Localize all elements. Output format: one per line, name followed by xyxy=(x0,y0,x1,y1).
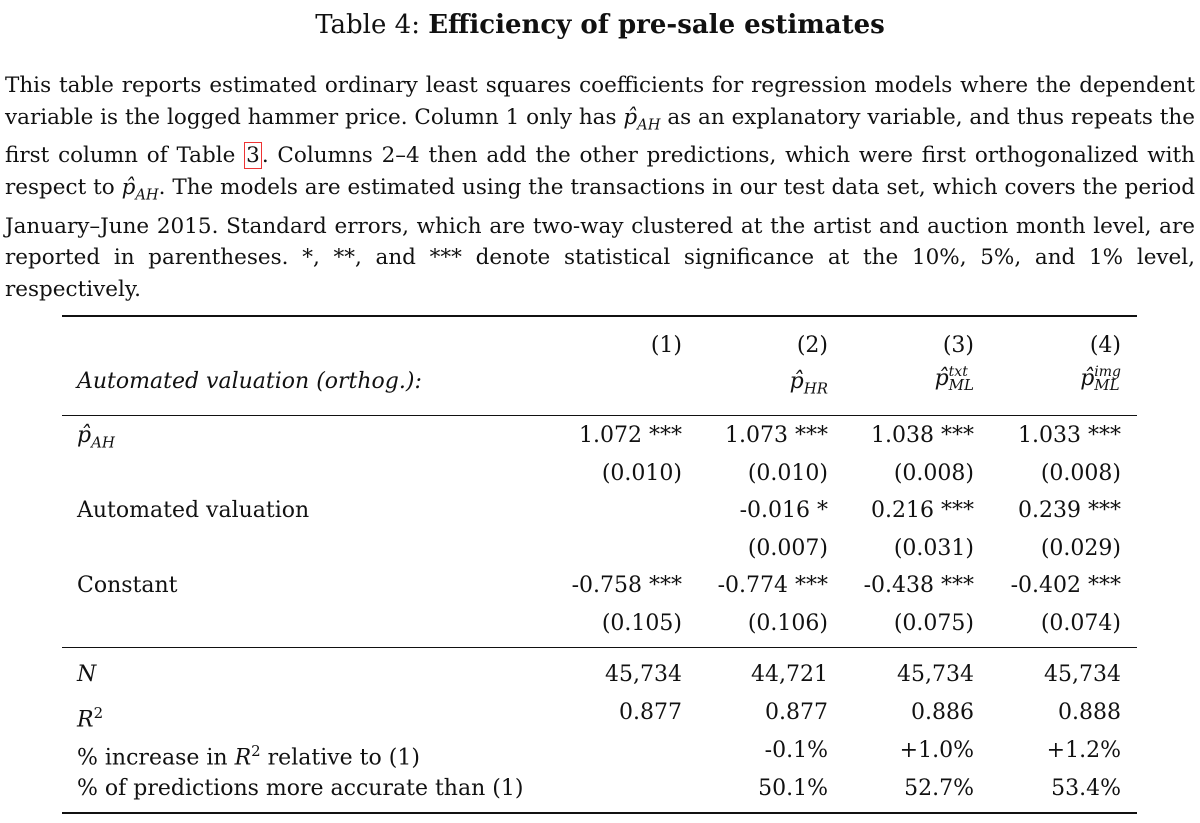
col-var-2-sub: HR xyxy=(803,379,828,398)
col-header-1: (1) xyxy=(650,333,682,358)
desc-part-1: This table reports estimated ordinary le… xyxy=(5,73,1195,130)
stat-r2-base: R xyxy=(77,707,94,733)
coef-const-1: -0.758 *** xyxy=(571,573,682,598)
stat-r2inc-4: +1.2% xyxy=(1046,738,1121,763)
desc-sub-2: AH xyxy=(135,186,159,204)
se-auto-3: (0.031) xyxy=(893,536,974,561)
caption-prefix: Table 4: xyxy=(315,10,420,40)
row-pah-sub: AH xyxy=(91,433,115,452)
coef-pah-2: 1.073 *** xyxy=(725,423,828,448)
row-label-auto: Automated valuation xyxy=(77,498,310,523)
stat-r2-2: 0.877 xyxy=(765,700,828,725)
stat-n-2: 44,721 xyxy=(751,662,828,687)
desc-part-3: . Columns 2–4 then add the other predict… xyxy=(5,143,1195,200)
se-pah-1: (0.010) xyxy=(601,461,682,486)
mid-rule xyxy=(62,647,1137,648)
coef-const-4: -0.402 *** xyxy=(1010,573,1121,598)
se-pah-3: (0.008) xyxy=(893,461,974,486)
desc-var-2: p̂ xyxy=(121,174,136,200)
se-pah-4: (0.008) xyxy=(1040,461,1121,486)
col-header-4: (4) xyxy=(1089,333,1121,358)
stat-n-4: 45,734 xyxy=(1044,662,1121,687)
col-header-3: (3) xyxy=(942,333,974,358)
col-header-2: (2) xyxy=(796,333,828,358)
coef-auto-4: 0.239 *** xyxy=(1018,498,1121,523)
stat-r2-sup: 2 xyxy=(93,704,104,722)
stat-r2inc-2: -0.1% xyxy=(764,738,828,763)
coef-const-2: -0.774 *** xyxy=(717,573,828,598)
col-var-3-sup: txt xyxy=(948,364,968,380)
stat-r2-1: 0.877 xyxy=(619,700,682,725)
top-rule xyxy=(62,315,1137,317)
stat-acc-4: 53.4% xyxy=(1051,776,1121,801)
table-description: This table reports estimated ordinary le… xyxy=(5,70,1195,305)
coef-auto-2: -0.016 * xyxy=(739,498,828,523)
row-label-const: Constant xyxy=(77,573,178,598)
coef-const-3: -0.438 *** xyxy=(863,573,974,598)
stat-n-3: 45,734 xyxy=(897,662,974,687)
header-label: Automated valuation (orthog.): xyxy=(77,369,422,394)
stat-label-r2-increase: % increase in R2 relative to (1) xyxy=(77,738,420,771)
desc-sub-1: AH xyxy=(637,115,661,133)
stat-label-r2: R2 xyxy=(77,700,103,733)
desc-part-2: as an explanatory variable, and thus rep… xyxy=(5,104,1195,169)
col-var-3-sub: ML xyxy=(948,375,974,394)
stat-r2inc-pre: % increase in xyxy=(77,745,235,771)
se-const-2: (0.106) xyxy=(747,611,828,636)
desc-part-4: . The models are estimated using the tra… xyxy=(5,174,1195,302)
coef-auto-3: 0.216 *** xyxy=(871,498,974,523)
se-const-3: (0.075) xyxy=(893,611,974,636)
row-label-pah: p̂AH xyxy=(77,423,115,455)
stat-n-1: 45,734 xyxy=(605,662,682,687)
coef-pah-3: 1.038 *** xyxy=(871,423,974,448)
row-pah-base: p̂ xyxy=(77,423,92,448)
col-var-4-sup: img xyxy=(1094,364,1121,380)
stat-acc-3: 52.7% xyxy=(904,776,974,801)
coef-pah-4: 1.033 *** xyxy=(1018,423,1121,448)
se-auto-4: (0.029) xyxy=(1040,536,1121,561)
stat-label-n: N xyxy=(77,662,97,687)
se-pah-2: (0.010) xyxy=(747,461,828,486)
col-var-3-base: p̂ xyxy=(934,366,949,392)
table-caption: Table 4: Efficiency of pre-sale estimate… xyxy=(0,10,1200,40)
desc-var-1: p̂ xyxy=(623,104,638,130)
col-var-4-sub: ML xyxy=(1094,375,1120,394)
col-var-2-base: p̂ xyxy=(789,369,804,394)
stat-r2inc-var: R xyxy=(234,745,252,771)
caption-title: Efficiency of pre-sale estimates xyxy=(428,10,885,40)
stat-r2inc-post: relative to (1) xyxy=(260,745,420,771)
coef-pah-1: 1.072 *** xyxy=(579,423,682,448)
table-ref-link[interactable]: 3 xyxy=(244,142,262,170)
stat-r2-4: 0.888 xyxy=(1058,700,1121,725)
stat-label-accuracy: % of predictions more accurate than (1) xyxy=(77,776,524,801)
stat-r2inc-3: +1.0% xyxy=(899,738,974,763)
col-var-4-base: p̂ xyxy=(1080,366,1095,392)
se-auto-2: (0.007) xyxy=(747,536,828,561)
col-var-3: p̂ txt ML xyxy=(934,364,974,394)
se-const-4: (0.074) xyxy=(1040,611,1121,636)
header-rule xyxy=(62,415,1137,416)
stat-r2inc-sup: 2 xyxy=(251,742,261,760)
stat-r2-3: 0.886 xyxy=(911,700,974,725)
se-const-1: (0.105) xyxy=(601,611,682,636)
col-var-4: p̂ img ML xyxy=(1080,364,1121,394)
bottom-rule xyxy=(62,812,1137,814)
stat-acc-2: 50.1% xyxy=(758,776,828,801)
col-var-2: p̂HR xyxy=(790,369,828,401)
